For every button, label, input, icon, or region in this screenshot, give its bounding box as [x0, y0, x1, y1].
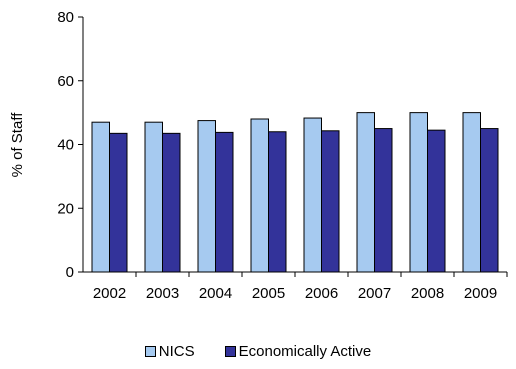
legend: NICS Economically Active: [0, 343, 516, 360]
bar-nics: [409, 112, 428, 273]
bar-nics: [303, 117, 322, 273]
bar-economically-active: [374, 128, 393, 273]
bar-nics: [144, 121, 163, 273]
bar-economically-active: [321, 130, 340, 273]
x-tick-label: 2005: [252, 285, 285, 302]
bar-economically-active: [480, 128, 499, 273]
bar-economically-active: [162, 132, 181, 273]
legend-swatch-nics: [144, 346, 156, 357]
legend-label-nics: NICS: [158, 343, 195, 360]
bar-chart: 0 20 40 60 80 2002 2003 2004 2005 2006 2007 2008 200…: [9, 9, 508, 302]
legend-swatch-economically-active: [224, 346, 236, 357]
x-tick-label: 2007: [358, 285, 391, 302]
x-tick-label: 2003: [146, 285, 179, 302]
x-tick-label: 2006: [305, 285, 338, 302]
bar-nics: [197, 120, 216, 273]
legend-label-economically-active: Economically Active: [238, 343, 372, 360]
x-tick-label: 2002: [93, 285, 126, 302]
y-axis-title: % of Staff: [9, 112, 26, 178]
legend-item-economically-active: Economically Active: [224, 343, 372, 360]
bar-nics: [356, 112, 375, 273]
bar-economically-active: [215, 131, 234, 273]
x-tick-label: 2008: [411, 285, 444, 302]
x-tick-label: 2004: [199, 285, 232, 302]
legend-item-nics: NICS: [144, 343, 195, 360]
x-tick-label: 2009: [464, 285, 497, 302]
y-tick-label: 40: [57, 137, 74, 154]
y-tick-label: 80: [57, 9, 74, 26]
bar-nics: [91, 121, 110, 273]
bar-nics: [462, 112, 481, 273]
bar-economically-active: [268, 131, 287, 273]
y-tick-label: 60: [57, 73, 74, 90]
bar-economically-active: [109, 132, 128, 273]
y-tick-label: 0: [66, 264, 74, 281]
bar-economically-active: [427, 129, 446, 273]
bar-nics: [250, 118, 269, 273]
y-tick-label: 20: [57, 200, 74, 217]
plot-area: 0 20 40 60 80 2002 2003 2004 2005 2006 2007 2008 200…: [57, 9, 508, 302]
